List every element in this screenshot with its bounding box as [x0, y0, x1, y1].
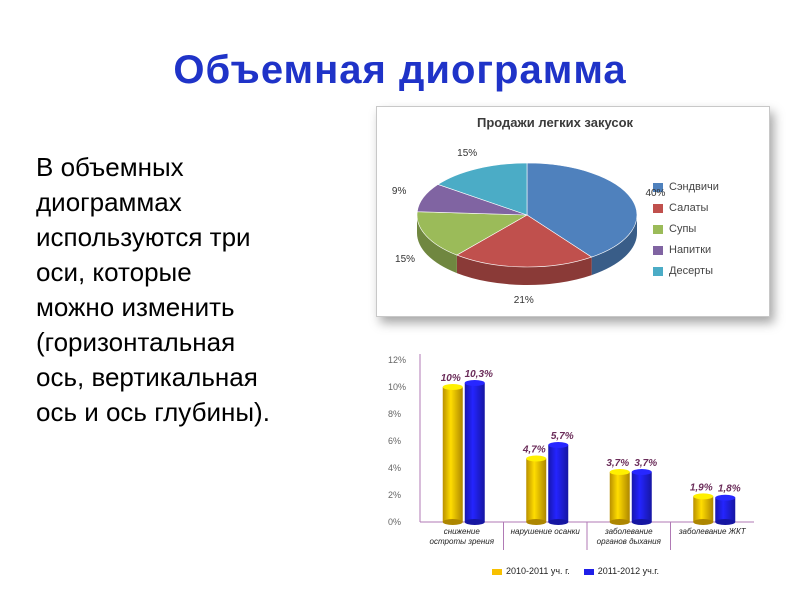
body-line: (горизонтальная: [36, 327, 236, 357]
bar-data-label: 3,7%: [634, 458, 657, 469]
pie-slice: [416, 211, 529, 256]
bar: [631, 469, 652, 525]
body-line: ось, вертикальная: [36, 362, 258, 392]
y-tick-label: 2%: [388, 490, 401, 500]
legend-label: Десерты: [669, 265, 714, 277]
bar-data-label: 1,9%: [690, 482, 713, 493]
y-tick-label: 0%: [388, 517, 401, 527]
bar-data-label: 1,8%: [718, 484, 741, 495]
legend-label: Салаты: [669, 202, 709, 214]
pie-chart: Продажи легких закусок Сэндвичи Салаты Суп…: [376, 106, 770, 317]
bar-legend-label: 2011-2012 уч.г.: [597, 566, 659, 576]
x-tick-label: заболевание органов дыхания: [597, 527, 662, 546]
pie-value-label: 21%: [513, 294, 534, 306]
body-line: используются три: [36, 222, 251, 252]
legend-swatch: [653, 183, 663, 192]
y-tick-label: 6%: [388, 436, 401, 446]
bar-legend: 2010-2011 уч. г. 2011-2012 уч.г.: [492, 566, 673, 576]
pie-slice-side: [591, 215, 637, 276]
bar-chart: 0% 2% 4% 6% 8% 10% 12% 10% 10,3% снижение остроты …: [384, 342, 780, 582]
bar-plot: 0% 2% 4% 6% 8% 10% 12% 10% 10,3% снижение остроты …: [388, 354, 754, 550]
bar: [715, 494, 736, 525]
pie-value-label: 40%: [645, 187, 666, 199]
legend-swatch: [653, 246, 663, 255]
legend-swatch: [653, 267, 663, 276]
body-line: можно изменить: [36, 292, 235, 322]
bar-data-label: 5,7%: [551, 431, 574, 442]
legend-swatch: [653, 204, 663, 213]
body-line: оси, которые: [36, 257, 192, 287]
pie-plot: [416, 162, 638, 285]
bar-legend-item: 2010-2011 уч. г.: [492, 566, 570, 576]
body-line: ось и ось глубины).: [36, 397, 270, 427]
pie-slice-side: [456, 255, 592, 285]
bar-data-label: 10,3%: [465, 369, 493, 380]
pie-chart-title: Продажи легких закусок: [477, 115, 634, 130]
bar-data-label: 10%: [441, 373, 461, 384]
bar-data-label: 4,7%: [522, 445, 546, 456]
body-line: В объемных: [36, 152, 184, 182]
legend-swatch: [653, 225, 663, 234]
x-tick-label: снижение остроты зрения: [430, 527, 495, 546]
bar-legend-swatch: [583, 568, 594, 575]
pie-value-label: 9%: [391, 185, 407, 197]
bar: [442, 384, 463, 525]
bar: [548, 442, 569, 525]
y-tick-label: 8%: [388, 409, 401, 419]
x-tick-label: нарушение осанки: [511, 527, 581, 536]
slide-title: Объемная диограмма: [173, 48, 627, 92]
pie-slice: [456, 214, 593, 268]
y-tick-label: 10%: [388, 382, 406, 392]
legend-label: Супы: [669, 223, 697, 235]
y-tick-label: 12%: [388, 355, 406, 365]
pie-slice: [437, 162, 528, 216]
legend-label: Сэндвичи: [669, 181, 719, 193]
body-line: диограммах: [36, 187, 182, 217]
y-tick-label: 4%: [388, 463, 401, 473]
bar-legend-item: 2011-2012 уч.г.: [583, 566, 659, 576]
bar-legend-swatch: [492, 568, 502, 575]
legend-label: Напитки: [669, 244, 712, 256]
bar: [526, 455, 547, 525]
pie-value-label: 15%: [395, 254, 416, 265]
pie-slice-side: [417, 215, 457, 274]
bar: [464, 379, 485, 525]
body-text: В объемных диограммах используются три о…: [36, 150, 366, 430]
pie-slice: [526, 162, 638, 258]
pie-value-label: 15%: [457, 148, 478, 160]
bar-legend-label: 2010-2011 уч. г.: [506, 566, 570, 576]
bar: [693, 493, 714, 525]
x-tick-label: заболевание ЖКТ: [678, 527, 747, 536]
bar: [609, 469, 630, 525]
bar-data-label: 3,7%: [606, 458, 629, 469]
